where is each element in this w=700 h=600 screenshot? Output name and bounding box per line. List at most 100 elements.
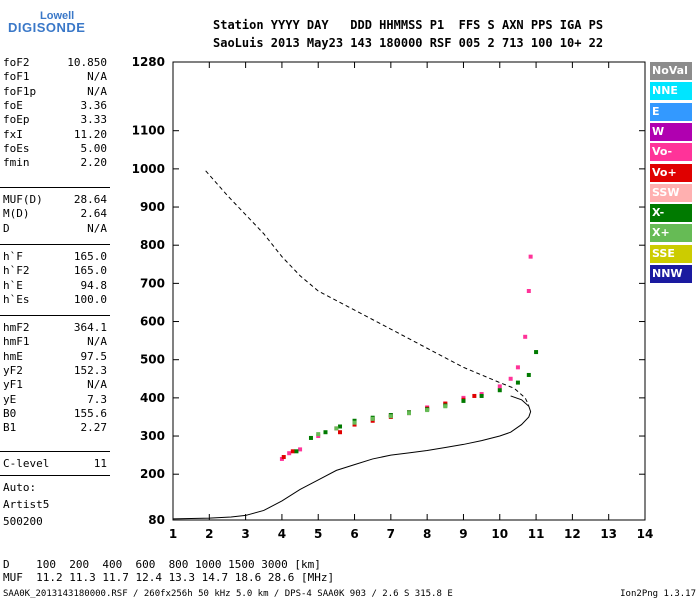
echo-point	[352, 420, 357, 425]
x-tick-label: 9	[459, 527, 467, 541]
legend-item: SSE	[650, 244, 692, 263]
param-value: 11	[93, 457, 107, 470]
param-group3-row: h`Es 100.0	[3, 293, 107, 307]
param-group1-row: foF1 N/A	[3, 70, 107, 84]
echo-point	[425, 408, 430, 413]
x-tick-label: 6	[350, 527, 358, 541]
param-value: N/A	[87, 84, 107, 98]
param-name: hmE	[3, 349, 23, 363]
autoscale-info-line: Artist5	[3, 498, 50, 511]
profile-curve	[172, 395, 532, 520]
echo-point	[407, 411, 411, 416]
param-name: foE	[3, 98, 23, 112]
echo-point	[472, 393, 477, 398]
echo-point	[461, 398, 466, 403]
param-value: 97.5	[80, 349, 108, 363]
param-group2-row: MUF(D) 28.64	[3, 193, 107, 207]
legend-item: Vo+	[650, 163, 692, 182]
param-name: h`F2	[3, 264, 30, 278]
model-curve-dashed	[205, 170, 530, 406]
param-value: 10.850	[67, 56, 107, 69]
param-name: h`E	[3, 278, 23, 292]
legend-item: NoVal	[650, 62, 692, 80]
x-tick-label: 11	[528, 527, 545, 541]
param-value: 7.3	[87, 392, 107, 406]
echo-point	[526, 372, 531, 377]
param-name: h`Es	[3, 292, 30, 306]
param-name: D	[3, 221, 10, 235]
param-value: 165.0	[73, 264, 107, 278]
param-value: 28.64	[73, 193, 107, 206]
param-separator	[0, 451, 110, 452]
param-value: N/A	[87, 70, 107, 84]
x-tick-label: 5	[314, 527, 322, 541]
param-name: M(D)	[3, 207, 30, 221]
param-value: N/A	[87, 335, 107, 349]
echo-point	[298, 447, 303, 452]
param-group3-row: h`F 165.0	[3, 250, 107, 264]
echo-point	[515, 365, 520, 370]
autoscale-info-line: Auto:	[3, 481, 37, 494]
echo-point	[497, 384, 502, 389]
legend-item: X-	[650, 204, 692, 223]
param-value: 11.20	[73, 127, 107, 141]
muf-values-row: MUF 11.2 11.3 11.7 12.4 13.3 14.7 18.6 2…	[3, 571, 335, 584]
param-group1-row: fxI 11.20	[3, 128, 107, 142]
autoscale-info-line: 500200	[3, 515, 43, 528]
y-tick-label: 1100	[132, 124, 165, 138]
param-name: foEp	[3, 113, 30, 127]
logo-digisonde: DIGISONDE	[8, 20, 86, 35]
param-group1-row: foF2 10.850	[3, 56, 107, 70]
legend-item: E	[650, 102, 692, 121]
param-value: 364.1	[73, 321, 107, 334]
x-tick-label: 10	[491, 527, 508, 541]
param-group4-row: hmF2 364.1	[3, 321, 107, 335]
param-group4-row: yF1 N/A	[3, 378, 107, 392]
param-group1-row: foE 3.36	[3, 99, 107, 113]
param-separator	[0, 244, 110, 245]
echo-point	[338, 424, 343, 429]
param-group4-row: B1 2.27	[3, 421, 107, 435]
param-group5-row: C-level 11	[3, 457, 107, 471]
param-group2-row: M(D) 2.64	[3, 207, 107, 221]
param-value: 152.3	[73, 363, 107, 377]
header-values: SaoLuis 2013 May23 143 180000 RSF 005 2 …	[213, 36, 604, 50]
header-labels: Station YYYY DAY DDD HHMMSS P1 FFS S AXN…	[213, 18, 604, 32]
param-group1-row: foEp 3.33	[3, 113, 107, 127]
echo-point	[338, 430, 343, 435]
y-tick-label: 400	[140, 391, 165, 405]
legend-item: NNW	[650, 265, 692, 283]
echo-point	[334, 426, 339, 431]
echo-point	[523, 334, 528, 339]
echo-point	[479, 393, 484, 398]
param-group1-row: fmin 2.20	[3, 156, 107, 170]
y-tick-label: 900	[140, 200, 165, 214]
x-tick-label: 7	[387, 527, 395, 541]
x-tick-label: 4	[278, 527, 286, 541]
param-value: 155.6	[73, 406, 107, 420]
echo-point	[308, 435, 313, 440]
param-group4-row: hmE 97.5	[3, 350, 107, 364]
y-tick-label: 1280	[132, 55, 165, 69]
x-tick-label: 3	[241, 527, 249, 541]
param-name: yE	[3, 392, 17, 406]
param-group2-row: D N/A	[3, 222, 107, 236]
footer-file-info: SAA0K_2013143180000.RSF / 260fx256h 50 k…	[3, 589, 453, 599]
echo-point	[388, 414, 393, 419]
param-name: foF1p	[3, 84, 37, 98]
legend-item: W	[650, 122, 692, 141]
param-value: 165.0	[73, 250, 107, 263]
param-name: fmin	[3, 156, 30, 170]
echo-point	[443, 404, 448, 409]
param-group1-row: foEs 5.00	[3, 142, 107, 156]
param-group3-row: h`E 94.8	[3, 279, 107, 293]
x-tick-label: 13	[600, 527, 617, 541]
param-value: 3.33	[80, 113, 108, 127]
legend-item: SSW	[650, 183, 692, 202]
x-tick-label: 2	[205, 527, 213, 541]
y-tick-label: 80	[148, 513, 165, 527]
param-group1-row: foF1p N/A	[3, 85, 107, 99]
y-tick-label: 600	[140, 315, 165, 329]
y-tick-label: 300	[140, 429, 165, 443]
